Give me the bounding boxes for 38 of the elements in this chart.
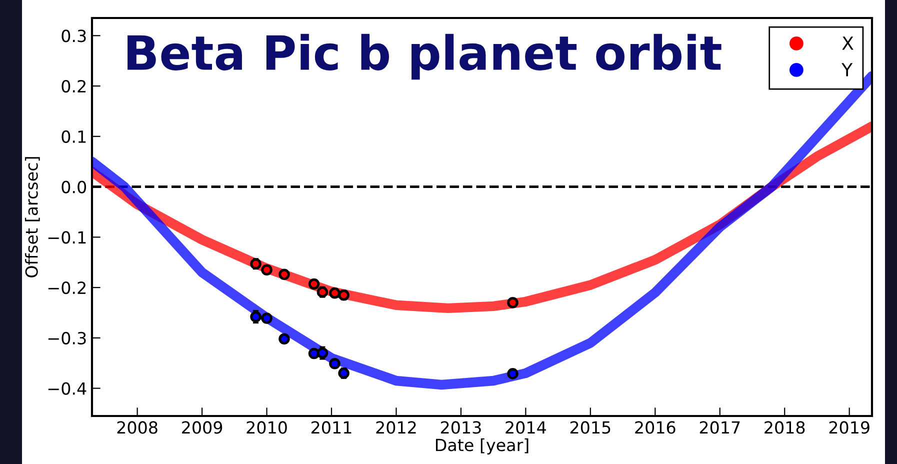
point — [261, 312, 272, 324]
point — [316, 347, 328, 359]
legend-label: X — [842, 36, 854, 50]
x-tick-label: 2012 — [376, 421, 416, 434]
y-axis-title: Offset [arcsec] — [24, 157, 40, 278]
x-tick-label: 2008 — [117, 421, 158, 434]
y-tick-label: −0.4 — [48, 382, 86, 395]
point — [507, 368, 518, 380]
x-axis-title: Date [year] — [436, 438, 528, 455]
point — [308, 278, 320, 290]
point — [329, 358, 340, 370]
point — [250, 311, 262, 322]
x-tick-label: 2014 — [506, 421, 546, 434]
point — [329, 287, 340, 299]
x-tick-label: 2010 — [246, 421, 287, 434]
y-tick-label: −0.1 — [48, 231, 86, 244]
y-tick-label: −0.3 — [48, 332, 86, 344]
point — [316, 286, 328, 298]
point — [278, 268, 290, 280]
x-tick-label: 2016 — [635, 421, 676, 434]
point — [308, 348, 320, 360]
y-tick-label: 0.0 — [62, 180, 86, 194]
point — [507, 297, 518, 308]
y-tick-label: −0.2 — [48, 281, 86, 294]
y-tick-label: 0.1 — [62, 130, 86, 143]
y-tick-label: 0.2 — [62, 80, 86, 93]
chart-title: Beta Pic b planet orbit — [128, 34, 722, 80]
y-tick-label: 0.3 — [62, 30, 86, 42]
x-tick-label: 2013 — [440, 421, 481, 434]
x-tick-label: 2018 — [764, 421, 805, 434]
x-tick-label: 2017 — [700, 421, 740, 434]
point — [261, 264, 272, 276]
legend-label: Y — [842, 63, 853, 76]
x-tick-label: 2009 — [182, 421, 222, 434]
x-tick-label: 2019 — [829, 421, 870, 434]
point — [278, 333, 290, 345]
x-tick-label: 2015 — [570, 421, 610, 434]
x-tick-label: 2011 — [312, 421, 352, 434]
